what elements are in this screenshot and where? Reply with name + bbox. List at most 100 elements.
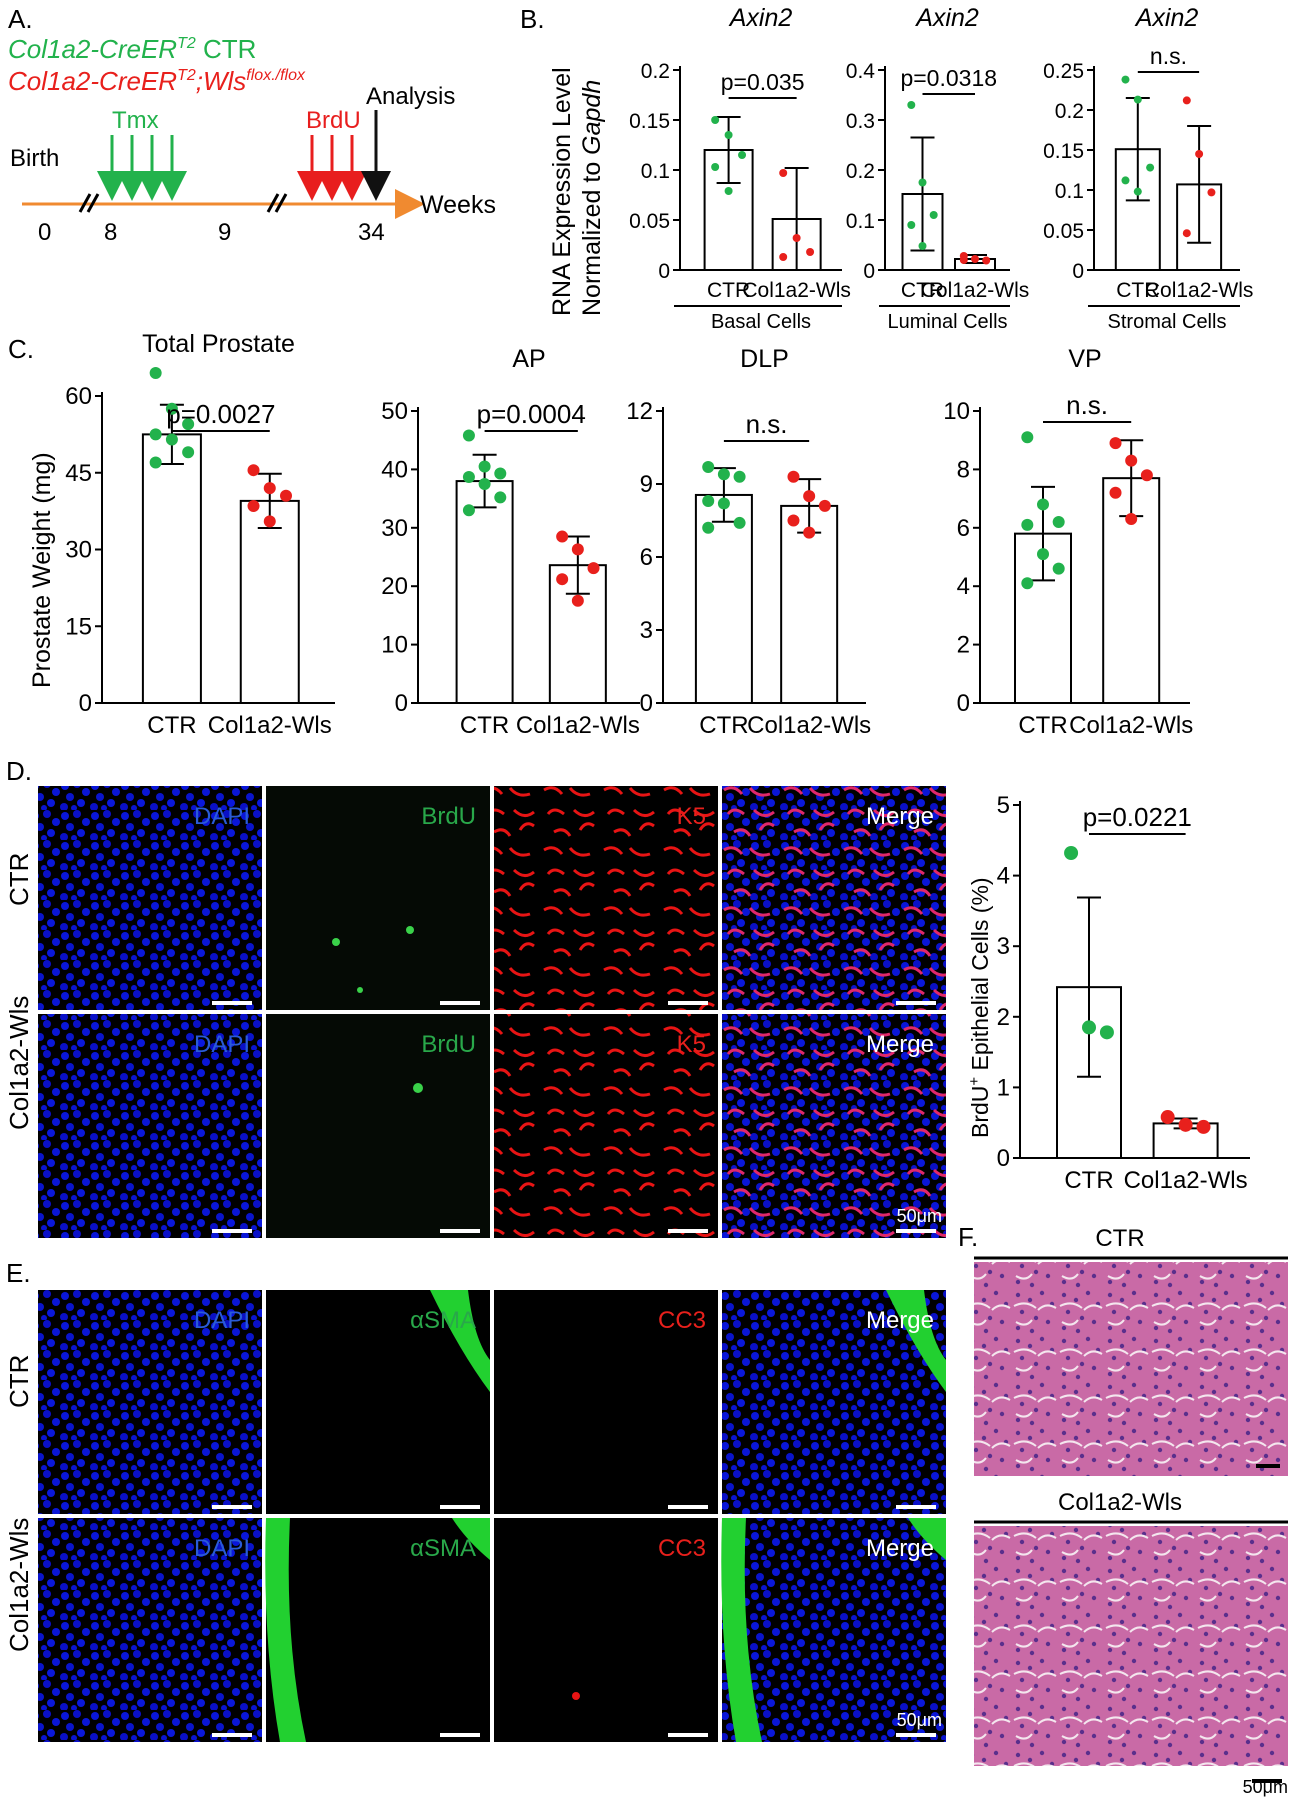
data-point bbox=[779, 253, 788, 261]
panel-b-ylabel-prefix: Normalized to bbox=[578, 155, 606, 316]
data-point bbox=[280, 489, 292, 502]
x-tick-label: CTR bbox=[1064, 1167, 1113, 1194]
data-point bbox=[462, 429, 475, 442]
y-tick-label: 45 bbox=[65, 460, 92, 487]
panel-f-letter: F. bbox=[958, 1222, 978, 1252]
x-tick-label: CTR bbox=[707, 279, 750, 302]
data-point bbox=[803, 526, 816, 539]
panel-b: B. RNA Expression Level Normalized to Ga… bbox=[520, 4, 1253, 333]
label-cc3: CC3 bbox=[658, 1307, 706, 1334]
data-point bbox=[711, 163, 720, 171]
chart-title: DLP bbox=[740, 345, 789, 373]
data-point bbox=[182, 418, 195, 431]
data-point bbox=[494, 467, 507, 480]
brdu-arrows bbox=[297, 135, 367, 201]
panel-e-scale-label: 50μm bbox=[897, 1710, 942, 1730]
y-tick-label: 30 bbox=[65, 537, 92, 564]
data-point bbox=[918, 178, 927, 187]
y-tick-label: 2 bbox=[997, 1004, 1010, 1031]
micrograph-d-wls-brdu bbox=[266, 1014, 490, 1238]
y-tick-label: 0 bbox=[863, 260, 875, 283]
y-tick-label: 12 bbox=[626, 398, 653, 425]
panel-e-letter: E. bbox=[6, 1258, 31, 1288]
significance-label: n.s. bbox=[746, 409, 788, 439]
y-tick-label: 10 bbox=[381, 632, 408, 659]
panel-d-ylabel-rest: Epithelial Cells (%) bbox=[967, 877, 993, 1076]
panel-a-letter: A. bbox=[8, 4, 33, 34]
bar bbox=[780, 504, 839, 704]
panel-f-label-ctr: CTR bbox=[1095, 1225, 1144, 1252]
panel-b-ylabel-gene: Gapdh bbox=[578, 80, 606, 155]
data-point bbox=[263, 482, 276, 495]
timeline-tick-34: 34 bbox=[358, 219, 385, 246]
data-point bbox=[1125, 513, 1138, 526]
y-tick-label: 0.05 bbox=[1043, 220, 1084, 243]
y-tick-label: 3 bbox=[997, 933, 1010, 960]
y-tick-label: 0.2 bbox=[846, 160, 875, 183]
y-tick-label: 0.1 bbox=[641, 160, 670, 183]
birth-label: Birth bbox=[10, 145, 59, 172]
data-point bbox=[959, 256, 968, 264]
asma-fiber bbox=[430, 1290, 490, 1392]
label-merge: Merge bbox=[866, 1031, 934, 1058]
data-point bbox=[1182, 229, 1191, 238]
y-tick-label: 20 bbox=[381, 573, 408, 600]
data-point bbox=[733, 516, 746, 529]
chart-title: Axin2 bbox=[1134, 4, 1199, 32]
panel-c-letter: C. bbox=[8, 334, 34, 364]
x-tick-label: Col1a2-Wls bbox=[921, 279, 1030, 302]
data-point bbox=[182, 446, 195, 459]
panel-b-ylabel-line1: RNA Expression Level bbox=[548, 67, 576, 316]
label-dapi: DAPI bbox=[194, 1307, 250, 1334]
label-asma: αSMA bbox=[410, 1535, 476, 1562]
data-point bbox=[571, 543, 584, 556]
brdu-dot bbox=[413, 1083, 423, 1093]
y-tick-label: 9 bbox=[640, 471, 653, 498]
x-tick-label: Col1a2-Wls bbox=[1069, 712, 1193, 739]
data-point bbox=[1109, 437, 1122, 450]
label-merge: Merge bbox=[866, 1307, 934, 1334]
legend-ctr-rest: CTR bbox=[196, 34, 257, 64]
y-tick-label: 40 bbox=[381, 456, 408, 483]
x-tick-label: Col1a2-Wls bbox=[742, 279, 851, 302]
x-tick-label: CTR bbox=[901, 279, 944, 302]
data-point bbox=[1125, 454, 1138, 467]
data-point bbox=[1160, 1110, 1175, 1125]
data-point bbox=[1021, 431, 1034, 444]
bar bbox=[239, 499, 300, 704]
x-tick-label: CTR bbox=[1116, 279, 1159, 302]
data-point bbox=[702, 495, 715, 508]
significance-label: p=0.0318 bbox=[900, 65, 997, 91]
he-image-ctr bbox=[974, 1262, 1288, 1476]
panel-d-letter: D. bbox=[6, 756, 32, 786]
bar bbox=[141, 433, 202, 704]
timeline-tick-0: 0 bbox=[38, 219, 51, 246]
data-point bbox=[1037, 548, 1049, 561]
y-tick-label: 3 bbox=[640, 617, 653, 644]
label-brdu: BrdU bbox=[421, 803, 476, 830]
micrograph-d-ctr-k5 bbox=[494, 786, 718, 1010]
data-point bbox=[149, 456, 162, 469]
significance-label: p=0.0004 bbox=[477, 399, 586, 429]
asma-fiber bbox=[721, 1518, 762, 1742]
data-point bbox=[587, 562, 600, 575]
brdu-dot bbox=[332, 938, 340, 946]
chart-c-total-prostate: 0 15 30 45 60 CTR Col1a2-Wls p=0.0027 Total Pros… bbox=[65, 330, 335, 739]
data-point bbox=[738, 151, 747, 159]
chart-title: Axin2 bbox=[728, 4, 793, 32]
data-point bbox=[779, 169, 788, 177]
data-point bbox=[494, 491, 507, 504]
y-tick-label: 0 bbox=[1072, 260, 1084, 283]
data-point bbox=[724, 131, 733, 139]
data-point bbox=[1082, 1020, 1096, 1035]
panel-e-row-wls: Col1a2-Wls bbox=[4, 1518, 34, 1652]
data-point bbox=[733, 470, 746, 483]
panel-a: A. Col1a2-CreERT2 CTR Col1a2-CreERT2;Wls… bbox=[8, 4, 496, 246]
y-tick-label: 0 bbox=[997, 1145, 1010, 1172]
data-point bbox=[462, 470, 475, 483]
data-point bbox=[1052, 515, 1065, 528]
micrograph-e-wls-dapi bbox=[38, 1518, 262, 1742]
data-point bbox=[247, 464, 260, 477]
